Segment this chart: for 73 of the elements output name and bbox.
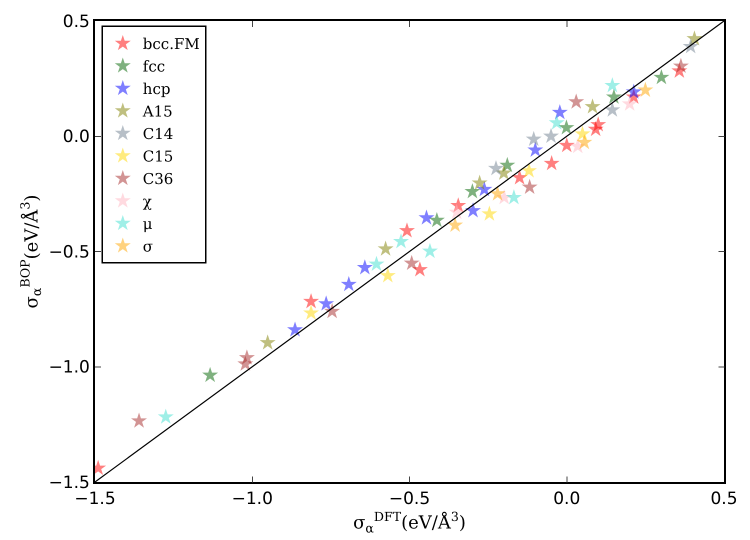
legend-label: χ	[142, 192, 152, 211]
point	[606, 88, 622, 104]
y-tick-label: 0.0	[62, 127, 90, 148]
point	[576, 134, 592, 150]
point	[418, 209, 434, 225]
legend-label: hcp	[142, 80, 170, 98]
point	[672, 58, 689, 73]
point	[464, 183, 480, 198]
legend-label: fcc	[142, 58, 166, 76]
point	[340, 276, 357, 292]
point	[412, 261, 428, 277]
point	[202, 366, 218, 382]
point	[604, 77, 620, 92]
point	[158, 408, 174, 424]
point	[368, 256, 384, 271]
point	[428, 212, 445, 228]
point	[481, 206, 498, 221]
x-tick-label: 0.5	[710, 489, 738, 510]
point	[552, 104, 568, 120]
point	[287, 321, 304, 337]
point	[393, 233, 409, 248]
point	[584, 98, 601, 114]
point	[527, 142, 544, 157]
legend-label: A15	[142, 102, 173, 121]
point	[378, 240, 394, 256]
point	[318, 295, 334, 311]
point	[558, 119, 574, 135]
point	[303, 293, 320, 308]
point	[356, 259, 373, 274]
point	[506, 189, 522, 204]
legend-label: C15	[142, 148, 174, 166]
point	[637, 82, 654, 97]
point	[131, 412, 148, 428]
legend-label: bcc.FM	[142, 35, 200, 54]
point	[260, 334, 276, 350]
point	[521, 162, 537, 178]
y-tick-label: −1.0	[48, 358, 90, 378]
point	[544, 155, 560, 170]
point	[543, 128, 560, 144]
x-axis-title: σ$_{α}$$^{DFT}$(eV/Å$^{3}$)	[353, 509, 466, 536]
y-tick-label: −0.5	[48, 242, 90, 262]
point	[303, 304, 320, 320]
x-tick-label: −1.0	[232, 489, 273, 510]
point	[604, 102, 620, 117]
legend-label: σ	[142, 238, 154, 256]
y-tick-label: 0.5	[62, 12, 90, 32]
point	[488, 160, 504, 176]
point	[422, 242, 438, 258]
point	[568, 94, 584, 109]
point	[380, 267, 396, 282]
legend-label: C36	[142, 170, 174, 188]
point	[472, 174, 488, 190]
point	[526, 130, 542, 146]
point	[590, 116, 606, 132]
point	[237, 356, 254, 371]
point	[558, 137, 575, 152]
point	[404, 254, 420, 270]
legend-label: μ	[142, 215, 153, 234]
legend-label: C14	[142, 125, 174, 144]
point	[398, 222, 415, 238]
point	[512, 169, 528, 185]
point	[522, 178, 538, 194]
point	[465, 202, 482, 218]
point	[448, 204, 465, 220]
point	[653, 69, 670, 84]
x-tick-label: −0.5	[388, 489, 430, 510]
point	[490, 185, 506, 201]
x-tick-label: 0.0	[553, 489, 580, 510]
point	[499, 156, 516, 172]
y-tick-label: −1.5	[48, 472, 90, 493]
point	[622, 96, 638, 111]
point	[548, 114, 565, 130]
point	[447, 216, 464, 232]
